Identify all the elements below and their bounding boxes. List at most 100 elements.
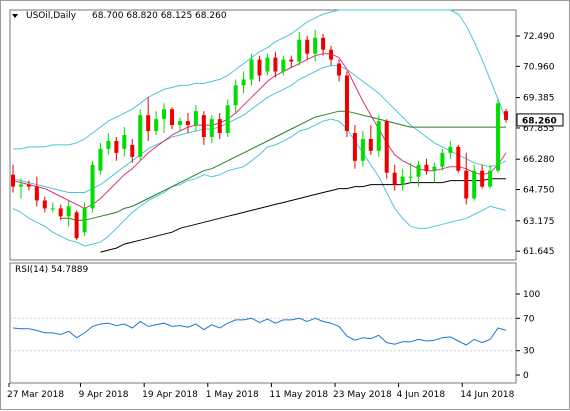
price-tick-label: 64.750 <box>523 186 555 196</box>
candle <box>392 164 397 191</box>
rsi-line <box>12 317 507 346</box>
date-tick-label: 9 Apr 2018 <box>79 390 129 400</box>
candle-body <box>233 85 238 106</box>
candle-body <box>58 208 63 217</box>
candle <box>241 71 246 94</box>
candle <box>50 202 55 213</box>
candle-body <box>313 37 318 54</box>
candle-body <box>90 164 95 209</box>
rsi-tick-label: 30 <box>523 347 535 357</box>
series-line-bb-upper <box>13 9 507 150</box>
candle-body <box>122 135 127 149</box>
candle <box>26 180 31 191</box>
candle <box>217 113 222 139</box>
candle <box>448 140 453 159</box>
candle <box>177 117 182 132</box>
candle-body <box>241 79 246 86</box>
candle <box>170 107 175 130</box>
last-price-tag: 68.260 <box>522 116 557 126</box>
candle <box>74 210 79 241</box>
candle-body <box>82 208 87 233</box>
candle <box>233 79 238 114</box>
candle <box>225 99 230 137</box>
candle <box>360 131 365 167</box>
candle <box>456 144 461 173</box>
candle <box>384 119 389 179</box>
candle-body <box>424 164 429 171</box>
candle-body <box>42 200 47 209</box>
candle-body <box>273 57 278 72</box>
candle-body <box>440 152 445 167</box>
candle <box>257 55 262 82</box>
candle-body <box>376 121 381 151</box>
candle-body <box>448 146 453 153</box>
chart-background <box>9 9 517 384</box>
candle-body <box>50 208 55 210</box>
dropdown-arrow-icon[interactable] <box>12 14 18 18</box>
candle-body <box>496 103 501 171</box>
candle <box>162 103 167 134</box>
candle <box>201 111 206 145</box>
candle <box>138 109 143 161</box>
date-tick-label: 1 May 2018 <box>206 390 259 400</box>
date-tick-label: 19 Apr 2018 <box>142 390 198 400</box>
candle-body <box>130 144 135 157</box>
candle <box>185 113 190 134</box>
candle-body <box>34 186 39 201</box>
series-line-ma-fast <box>12 53 507 209</box>
candle-body <box>154 119 159 132</box>
candle-body <box>26 184 31 187</box>
candle <box>424 158 429 175</box>
candle-body <box>162 109 167 120</box>
candle <box>480 164 485 189</box>
candle <box>329 45 334 66</box>
candle-body <box>416 164 421 177</box>
candle <box>408 162 413 183</box>
candle <box>472 164 477 201</box>
ohlc-label: 68.700 68.820 68.125 68.260 <box>92 11 227 21</box>
candle <box>504 108 508 123</box>
candle <box>376 115 381 157</box>
candle <box>432 162 437 183</box>
chart-header: USOil,Daily 68.700 68.820 68.125 68.260 <box>12 11 227 21</box>
candle <box>352 125 357 169</box>
candle-body <box>360 138 365 161</box>
rsi-tick-label: 0 <box>523 371 529 381</box>
candle <box>273 51 278 78</box>
candle <box>281 55 286 76</box>
candle-body <box>146 115 151 132</box>
candle <box>313 29 318 62</box>
candle-body <box>217 119 222 134</box>
candle-body <box>297 39 302 62</box>
candle <box>58 204 63 221</box>
candle-body <box>249 59 254 80</box>
candle-body <box>225 105 230 134</box>
candle <box>488 164 493 189</box>
candle-body <box>400 176 405 185</box>
candle <box>440 148 445 171</box>
candle <box>265 53 270 76</box>
price-tick-label: 69.385 <box>523 94 555 104</box>
last-price-tag-box <box>516 113 564 127</box>
price-tick-label: 67.855 <box>523 124 555 134</box>
candle <box>11 164 15 193</box>
axes: 72.490 70.960 69.385 67.855 66.280 64.750 63.1… <box>7 32 564 400</box>
series-line-ma-slow <box>100 178 506 253</box>
candle-body <box>504 111 508 120</box>
candle <box>146 97 151 141</box>
candle <box>193 105 198 132</box>
candle-body <box>464 170 469 199</box>
candle-body <box>432 166 437 171</box>
candle-body <box>408 176 413 178</box>
candle <box>464 152 469 205</box>
candle-body <box>384 121 389 173</box>
price-tick-label: 61.645 <box>523 247 555 257</box>
candle-body <box>368 138 373 151</box>
candle <box>66 200 71 227</box>
candle-body <box>305 39 310 54</box>
candle <box>321 33 326 56</box>
candle-body <box>106 140 111 149</box>
candle-body <box>74 212 79 239</box>
candle <box>82 202 87 237</box>
